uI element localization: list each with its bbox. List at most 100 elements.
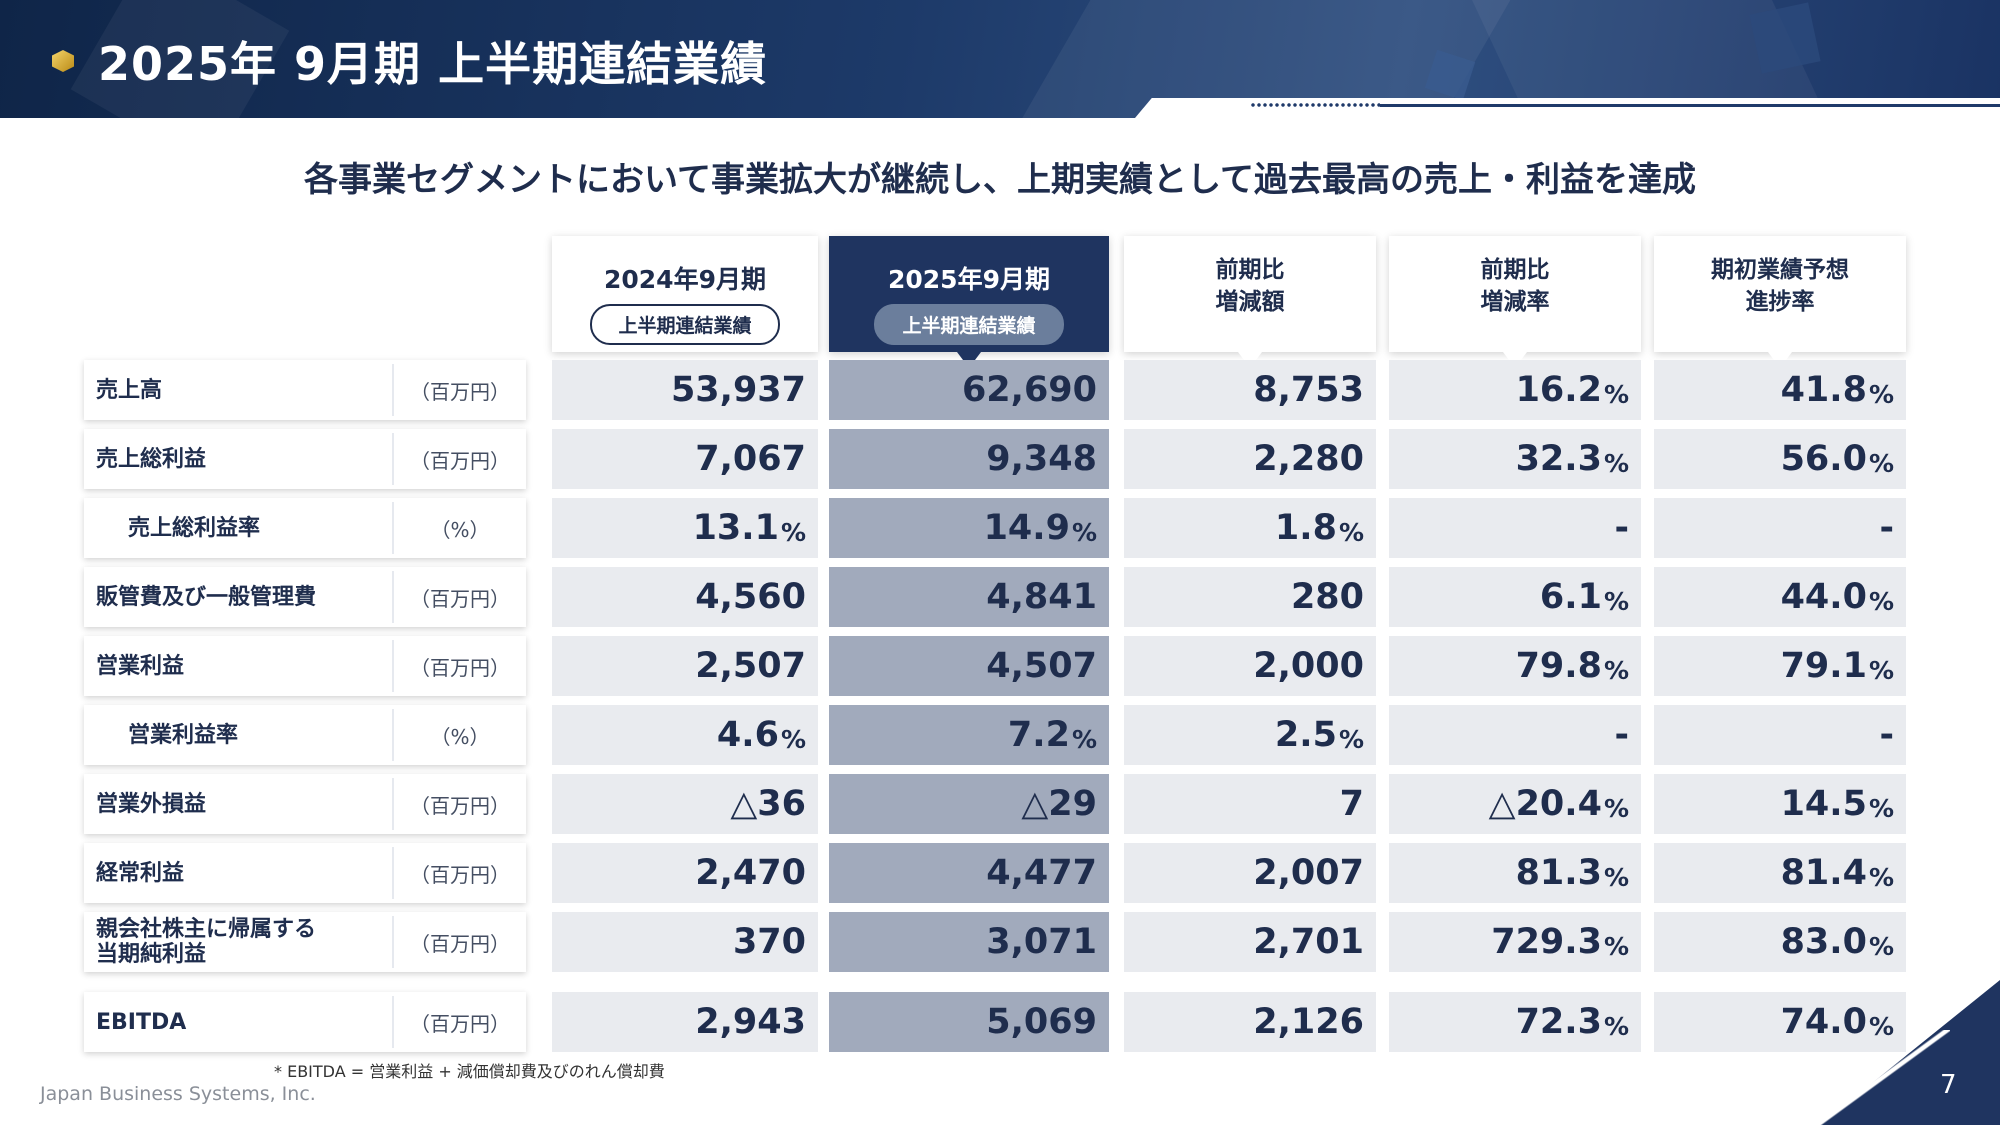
row-label-text: EBITDA xyxy=(96,1009,187,1035)
cell-value: 9,348 xyxy=(986,439,1097,479)
cell-forecast-progress: 41.8% xyxy=(1654,360,1906,420)
row-unit: （百万円） xyxy=(410,793,510,818)
cell-current-year: 3,071 xyxy=(829,912,1109,972)
percent-sign: % xyxy=(1868,862,1894,892)
cell-change-rate: 79.8% xyxy=(1389,636,1641,696)
cell-value: 41.8 xyxy=(1780,370,1867,410)
row-label: EBITDA （百万円） xyxy=(84,992,526,1052)
column-header-line1: 前期比 xyxy=(1215,257,1285,283)
banner-line xyxy=(1380,104,2000,107)
cell-value: 72.3 xyxy=(1515,1002,1602,1042)
cell-value: 370 xyxy=(732,922,806,962)
cell-value: 7,067 xyxy=(695,439,806,479)
row-label-text: 売上総利益 xyxy=(96,446,207,472)
cell-value: △36 xyxy=(730,784,806,824)
cell-value: 13.1 xyxy=(692,508,779,548)
column-header-line2: 増減率 xyxy=(1480,289,1550,315)
column-header-title: 2025年9月期 xyxy=(888,265,1050,294)
cell-prev-year: 13.1% xyxy=(552,498,818,558)
percent-sign: % xyxy=(1868,931,1894,961)
cell-change-amount: 2,701 xyxy=(1124,912,1376,972)
cell-value: 1.8 xyxy=(1274,508,1337,548)
cell-value: 2,007 xyxy=(1253,853,1364,893)
row-unit: （百万円） xyxy=(410,931,510,956)
cell-forecast-progress: 44.0% xyxy=(1654,567,1906,627)
cell-prev-year: 4.6% xyxy=(552,705,818,765)
column-header-change-rate: 前期比 増減率 xyxy=(1389,236,1641,368)
cell-value: - xyxy=(1614,508,1629,548)
percent-sign: % xyxy=(1603,931,1629,961)
corner-line xyxy=(1820,1030,1950,1125)
cell-value: 2,507 xyxy=(695,646,806,686)
cell-value: 14.5 xyxy=(1780,784,1867,824)
label-divider xyxy=(392,916,394,968)
banner-dots xyxy=(1250,102,1380,108)
cell-value: 7.2 xyxy=(1007,715,1070,755)
label-divider xyxy=(392,571,394,623)
percent-sign: % xyxy=(1603,586,1629,616)
header-banner xyxy=(0,0,2000,118)
percent-sign: % xyxy=(1603,379,1629,409)
cell-change-amount: 2.5% xyxy=(1124,705,1376,765)
row-unit: （百万円） xyxy=(410,379,510,404)
cell-value: 4,560 xyxy=(695,577,806,617)
cell-value: 7 xyxy=(1339,784,1364,824)
cell-value: 56.0 xyxy=(1780,439,1867,479)
cell-value: 44.0 xyxy=(1780,577,1867,617)
cell-value: 2.5 xyxy=(1274,715,1337,755)
page-number: 7 xyxy=(1940,1070,1957,1100)
cell-value: 53,937 xyxy=(670,370,806,410)
cell-value: 2,701 xyxy=(1253,922,1364,962)
column-header-change-amount: 前期比 増減額 xyxy=(1124,236,1376,368)
cell-value: 5,069 xyxy=(986,1002,1097,1042)
cell-value: 62,690 xyxy=(961,370,1097,410)
cell-value: 83.0 xyxy=(1780,922,1867,962)
cell-value: △20.4 xyxy=(1488,784,1602,824)
cell-value: - xyxy=(1614,715,1629,755)
cell-value: 2,126 xyxy=(1253,1002,1364,1042)
percent-sign: % xyxy=(1868,448,1894,478)
cell-change-rate: 16.2% xyxy=(1389,360,1641,420)
label-divider xyxy=(392,709,394,761)
percent-sign: % xyxy=(1868,793,1894,823)
cell-prev-year: 2,507 xyxy=(552,636,818,696)
cell-change-amount: 7 xyxy=(1124,774,1376,834)
cell-value: 2,000 xyxy=(1253,646,1364,686)
cell-value: 4,841 xyxy=(986,577,1097,617)
cell-change-amount: 2,007 xyxy=(1124,843,1376,903)
percent-sign: % xyxy=(1603,655,1629,685)
cell-prev-year: 2,470 xyxy=(552,843,818,903)
row-label-text: 親会社株主に帰属する 当期純利益 xyxy=(96,917,317,967)
cell-current-year: 9,348 xyxy=(829,429,1109,489)
cell-value: 4,477 xyxy=(986,853,1097,893)
row-label-text: 営業利益率 xyxy=(128,722,239,748)
row-label-text: 売上総利益率 xyxy=(128,515,261,541)
label-divider xyxy=(392,364,394,416)
percent-sign: % xyxy=(1868,655,1894,685)
cell-value: 81.3 xyxy=(1515,853,1602,893)
cell-change-rate: △20.4% xyxy=(1389,774,1641,834)
percent-sign: % xyxy=(780,517,806,547)
cell-change-amount: 280 xyxy=(1124,567,1376,627)
cell-prev-year: △36 xyxy=(552,774,818,834)
column-header-current-year: 2025年9月期 上半期連結業績 xyxy=(829,236,1109,368)
label-divider xyxy=(392,778,394,830)
cell-change-rate: - xyxy=(1389,705,1641,765)
cell-change-amount: 2,126 xyxy=(1124,992,1376,1052)
label-divider xyxy=(392,502,394,554)
cell-forecast-progress: 81.4% xyxy=(1654,843,1906,903)
cell-change-amount: 2,000 xyxy=(1124,636,1376,696)
column-header-title: 2024年9月期 xyxy=(604,265,766,294)
cell-value: 3,071 xyxy=(986,922,1097,962)
cell-prev-year: 7,067 xyxy=(552,429,818,489)
cell-prev-year: 2,943 xyxy=(552,992,818,1052)
cell-value: 280 xyxy=(1290,577,1364,617)
headline: 各事業セグメントにおいて事業拡大が継続し、上期実績として過去最高の売上・利益を達… xyxy=(304,160,1696,200)
cell-current-year: 4,507 xyxy=(829,636,1109,696)
cell-value: 4,507 xyxy=(986,646,1097,686)
cell-change-amount: 2,280 xyxy=(1124,429,1376,489)
column-header-line2: 増減額 xyxy=(1215,289,1285,315)
row-label: 販管費及び一般管理費 （百万円） xyxy=(84,567,526,627)
cell-forecast-progress: 56.0% xyxy=(1654,429,1906,489)
row-label: 売上総利益率 （%） xyxy=(84,498,526,558)
